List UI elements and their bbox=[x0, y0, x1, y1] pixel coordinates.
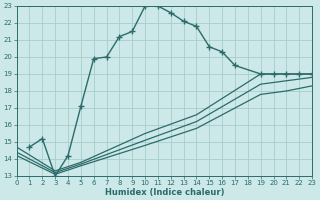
X-axis label: Humidex (Indice chaleur): Humidex (Indice chaleur) bbox=[105, 188, 224, 197]
